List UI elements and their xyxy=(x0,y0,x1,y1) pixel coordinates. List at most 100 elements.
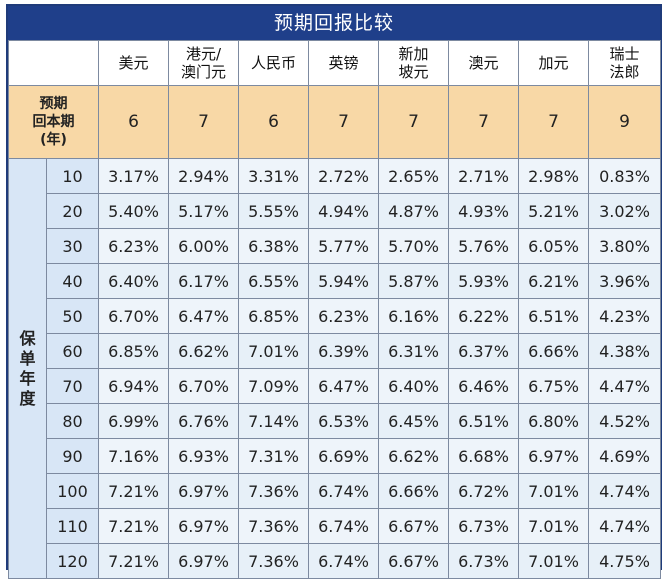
return-rate-cell: 7.36% xyxy=(238,473,309,509)
return-rate-cell: 6.73% xyxy=(448,543,519,579)
return-period-value: 7 xyxy=(168,85,239,159)
return-rate-cell: 4.94% xyxy=(308,193,379,229)
return-rate-cell: 5.17% xyxy=(168,193,239,229)
return-rate-cell: 6.47% xyxy=(168,298,239,334)
return-rate-cell: 7.21% xyxy=(98,508,169,544)
return-rate-cell: 6.62% xyxy=(168,333,239,369)
return-rate-cell: 5.87% xyxy=(378,263,449,299)
table-row: 80 6.99% 6.76% 7.14% 6.53% 6.45% 6.51% 6.80% 4.5… xyxy=(9,403,661,439)
currency-header: 新加 坡元 xyxy=(378,40,449,86)
return-rate-cell: 6.66% xyxy=(518,333,589,369)
policy-year-cell: 80 xyxy=(46,403,99,439)
return-period-label-line: 预期 xyxy=(39,96,68,112)
return-rate-cell: 6.37% xyxy=(448,333,519,369)
return-rate-cell: 6.97% xyxy=(518,438,589,474)
return-rate-cell: 6.70% xyxy=(98,298,169,334)
header-corner-cell xyxy=(8,40,99,86)
return-rate-cell: 4.74% xyxy=(588,508,661,544)
currency-header-text: 加元 xyxy=(538,54,569,72)
return-period-value: 9 xyxy=(588,85,661,159)
return-rate-cell: 7.01% xyxy=(518,473,589,509)
return-rate-cell: 6.62% xyxy=(378,438,449,474)
return-period-value: 7 xyxy=(448,85,519,159)
policy-year-cell: 120 xyxy=(46,543,99,579)
return-rate-cell: 5.40% xyxy=(98,193,169,229)
return-rate-cell: 5.76% xyxy=(448,228,519,264)
table-row: 50 6.70% 6.47% 6.85% 6.23% 6.16% 6.22% 6.51% 4.2… xyxy=(9,298,661,334)
return-period-label: 预期 回本期 (年) xyxy=(8,85,99,159)
policy-year-cell: 60 xyxy=(46,333,99,369)
table-row: 70 6.94% 6.70% 7.09% 6.47% 6.40% 6.46% 6.75% 4.4… xyxy=(9,368,661,404)
return-rate-cell: 2.72% xyxy=(308,158,379,194)
comparison-table-frame: 预期回报比较 美元 港元/澳门元 人民币 英镑 新加 坡元 澳元 加元 瑞士 法郎 预期 回本期 (年… xyxy=(6,4,662,579)
return-rate-cell: 4.38% xyxy=(588,333,661,369)
table-row: 20 5.40% 5.17% 5.55% 4.94% 4.87% 4.93% 5.21% 3.0… xyxy=(9,193,661,229)
policy-year-cell: 30 xyxy=(46,228,99,264)
return-rate-cell: 5.70% xyxy=(378,228,449,264)
return-rate-cell: 7.21% xyxy=(98,473,169,509)
currency-header: 英镑 xyxy=(308,40,379,86)
return-rate-cell: 7.21% xyxy=(98,543,169,579)
return-rate-cell: 6.85% xyxy=(98,333,169,369)
currency-header-text: 澳门元 xyxy=(180,63,226,81)
return-rate-cell: 0.83% xyxy=(588,158,661,194)
return-rate-cell: 6.74% xyxy=(308,508,379,544)
return-rate-cell: 6.21% xyxy=(518,263,589,299)
return-rate-cell: 6.70% xyxy=(168,368,239,404)
table-row: 保单年度 10 3.17% 2.94% 3.31% 2.72% 2.65% 2.71% 2.98… xyxy=(8,158,661,579)
return-rate-cell: 6.00% xyxy=(168,228,239,264)
return-rate-cell: 6.51% xyxy=(518,298,589,334)
return-rate-cell: 6.85% xyxy=(238,298,309,334)
currency-header: 港元/澳门元 xyxy=(168,40,239,86)
return-rate-cell: 6.74% xyxy=(308,543,379,579)
return-rate-cell: 6.74% xyxy=(308,473,379,509)
policy-year-cell: 40 xyxy=(46,263,99,299)
return-rate-cell: 5.93% xyxy=(448,263,519,299)
return-rate-cell: 6.93% xyxy=(168,438,239,474)
return-rate-cell: 7.01% xyxy=(518,543,589,579)
return-rate-cell: 6.97% xyxy=(168,473,239,509)
return-rate-cell: 6.73% xyxy=(448,508,519,544)
return-rate-cell: 2.65% xyxy=(378,158,449,194)
return-rate-cell: 2.98% xyxy=(518,158,589,194)
return-rate-cell: 7.36% xyxy=(238,508,309,544)
return-period-value: 7 xyxy=(308,85,379,159)
currency-header: 瑞士 法郎 xyxy=(588,40,661,86)
table-title: 预期回报比较 xyxy=(8,6,660,40)
policy-year-cell: 20 xyxy=(46,193,99,229)
return-period-value: 6 xyxy=(98,85,169,159)
currency-header-text: 澳元 xyxy=(468,54,499,72)
currency-header-text: 坡元 xyxy=(398,63,429,81)
policy-year-cell: 100 xyxy=(46,473,99,509)
table-row: 120 7.21% 6.97% 7.36% 6.74% 6.67% 6.73% 7.01% 4.… xyxy=(9,543,661,579)
return-rate-cell: 3.31% xyxy=(238,158,309,194)
policy-year-label-char: 度 xyxy=(19,388,36,408)
return-rate-cell: 4.23% xyxy=(588,298,661,334)
return-rate-cell: 6.80% xyxy=(518,403,589,439)
return-period-value: 7 xyxy=(518,85,589,159)
return-rate-cell: 4.52% xyxy=(588,403,661,439)
return-rate-cell: 6.40% xyxy=(98,263,169,299)
table-row: 60 6.85% 6.62% 7.01% 6.39% 6.31% 6.37% 6.66% 4.3… xyxy=(9,333,661,369)
return-rate-cell: 6.99% xyxy=(98,403,169,439)
return-period-label-line: 回本期 xyxy=(32,114,75,130)
currency-header: 人民币 xyxy=(238,40,309,86)
currency-header: 美元 xyxy=(98,40,169,86)
return-rate-cell: 4.93% xyxy=(448,193,519,229)
return-rate-cell: 7.36% xyxy=(238,543,309,579)
return-rate-cell: 6.40% xyxy=(378,368,449,404)
return-rate-cell: 5.94% xyxy=(308,263,379,299)
return-rate-cell: 3.02% xyxy=(588,193,661,229)
policy-year-cell: 50 xyxy=(46,298,99,334)
return-rate-cell: 3.96% xyxy=(588,263,661,299)
return-rate-cell: 6.51% xyxy=(448,403,519,439)
return-rate-cell: 6.72% xyxy=(448,473,519,509)
return-rate-cell: 6.05% xyxy=(518,228,589,264)
currency-header-text: 美元 xyxy=(118,54,149,72)
return-rate-cell: 5.55% xyxy=(238,193,309,229)
return-rate-cell: 6.76% xyxy=(168,403,239,439)
currency-header-text: 人民币 xyxy=(250,54,296,72)
return-rate-cell: 5.77% xyxy=(308,228,379,264)
return-rate-cell: 6.66% xyxy=(378,473,449,509)
return-rate-cell: 6.46% xyxy=(448,368,519,404)
